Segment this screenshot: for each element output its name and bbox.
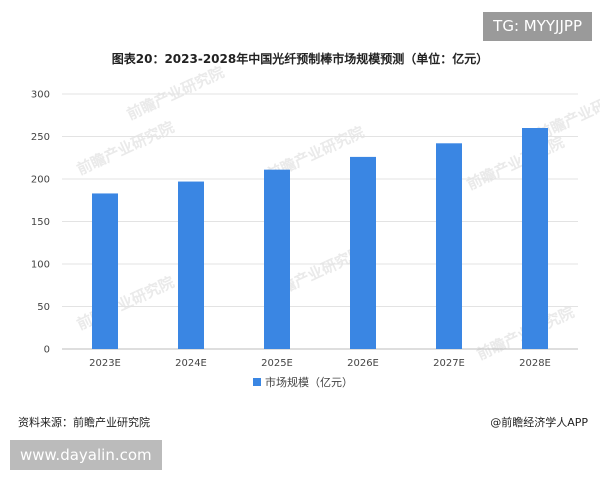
logo-watermark: 前瞻产业研究院 bbox=[124, 63, 227, 124]
site-watermark: www.dayalin.com bbox=[10, 440, 162, 470]
x-tick-label: 2026E bbox=[347, 358, 379, 369]
bar bbox=[92, 193, 118, 349]
legend-swatch bbox=[253, 378, 261, 386]
y-tick-label: 250 bbox=[31, 132, 50, 143]
x-tick-label: 2028E bbox=[519, 358, 551, 369]
x-axis: 2023E 2024E 2025E 2026E 2027E 2028E bbox=[89, 358, 551, 369]
bar bbox=[264, 169, 290, 349]
logo-watermark: 前瞻产业研究院 bbox=[74, 273, 177, 334]
y-tick-label: 200 bbox=[31, 175, 50, 186]
y-tick-label: 100 bbox=[31, 260, 50, 271]
app-credit: @前瞻经济学人APP bbox=[490, 416, 588, 429]
chart-title: 图表20：2023-2028年中国光纤预制棒市场规模预测（单位：亿元） bbox=[112, 51, 488, 66]
bar bbox=[436, 143, 462, 349]
y-tick-label: 150 bbox=[31, 217, 50, 228]
y-axis: 0 50 100 150 200 250 300 bbox=[31, 90, 50, 356]
bar bbox=[522, 128, 548, 349]
legend-label: 市场规模（亿元） bbox=[265, 375, 353, 389]
source-note: 资料来源：前瞻产业研究院 bbox=[18, 416, 150, 429]
legend: 市场规模（亿元） bbox=[253, 375, 353, 389]
y-tick-label: 0 bbox=[44, 345, 50, 356]
x-tick-label: 2024E bbox=[175, 358, 207, 369]
tg-tag: TG: MYYJJPP bbox=[483, 12, 592, 41]
logo-watermark: 前瞻产业研究院 bbox=[464, 133, 567, 194]
gridlines bbox=[62, 93, 578, 350]
x-tick-label: 2023E bbox=[89, 358, 121, 369]
y-tick-label: 300 bbox=[31, 90, 50, 101]
x-tick-label: 2027E bbox=[433, 358, 465, 369]
y-tick-label: 50 bbox=[37, 302, 50, 313]
bar bbox=[178, 181, 204, 349]
x-tick-label: 2025E bbox=[261, 358, 293, 369]
bar bbox=[350, 156, 376, 349]
bars bbox=[92, 128, 548, 349]
logo-watermark: 前瞻产业研究院 bbox=[74, 118, 177, 179]
